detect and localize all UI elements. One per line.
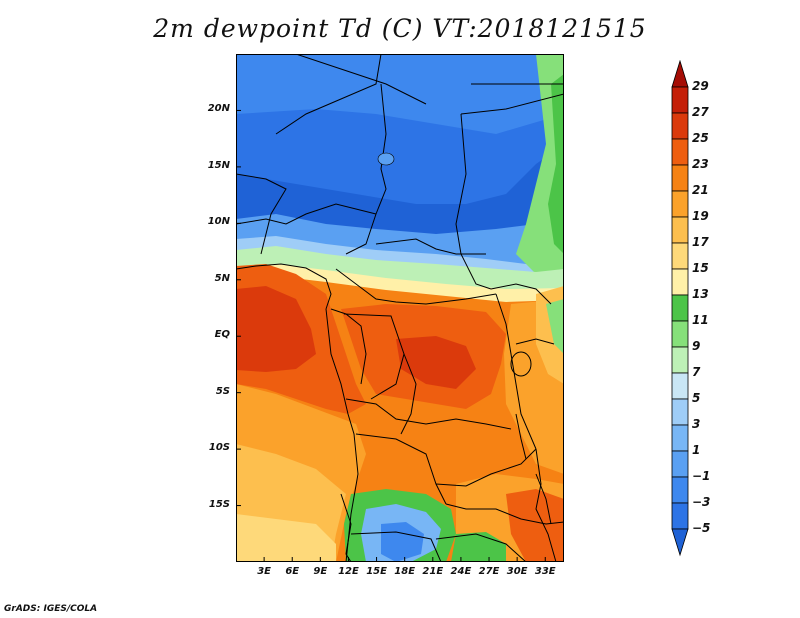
colorbar-label: −3 xyxy=(692,495,711,509)
border-line xyxy=(460,93,564,115)
colorbar-label: 19 xyxy=(692,209,709,223)
colorbar-swatch xyxy=(671,398,689,426)
lon-label: 24E xyxy=(450,566,472,577)
border-line xyxy=(355,433,447,505)
colorbar-swatch xyxy=(671,476,689,504)
lon-label: 9E xyxy=(313,566,328,577)
border-line xyxy=(490,283,552,305)
border-line xyxy=(335,268,497,305)
coastline-atlantic xyxy=(325,308,359,562)
lat-label: 5N xyxy=(214,272,230,284)
colorbar-label: 5 xyxy=(692,391,701,405)
field-east-dark-green xyxy=(548,74,564,254)
border-line xyxy=(350,531,442,562)
field-north-light-blue xyxy=(236,54,564,134)
lon-label: 12E xyxy=(338,566,359,577)
border-line xyxy=(495,293,537,450)
lon-label: 18E xyxy=(394,566,416,577)
colorbar-swatch xyxy=(671,242,689,270)
colorbar-swatch xyxy=(671,268,689,296)
colorbar-label: 3 xyxy=(692,417,701,431)
field-east-green-south xyxy=(546,299,564,354)
colorbar-label: 25 xyxy=(692,131,709,145)
country-borders xyxy=(236,54,564,562)
lake-chad xyxy=(377,152,395,166)
border-line xyxy=(445,503,564,525)
border-line xyxy=(295,54,427,105)
border-line xyxy=(345,398,512,430)
lake-tanganyika xyxy=(515,413,527,460)
colorbar-swatch xyxy=(671,164,689,192)
colorbar xyxy=(671,60,689,557)
colorbar-label: 21 xyxy=(692,183,709,197)
colorbar-swatch xyxy=(671,86,689,114)
colorbar-swatch xyxy=(671,424,689,452)
colorbar-swatch xyxy=(671,294,689,322)
colorbar-swatch xyxy=(671,450,689,478)
border-line xyxy=(535,448,557,562)
colorbar-label: −1 xyxy=(692,469,711,483)
lon-label: 6E xyxy=(285,566,300,577)
lon-label: 15E xyxy=(366,566,387,577)
map-title: 2m dewpoint Td (C) VT:2018121515 xyxy=(153,14,647,43)
border-line xyxy=(375,238,486,255)
border-line xyxy=(345,83,387,255)
lon-label: 21E xyxy=(422,566,444,577)
colorbar-label: 9 xyxy=(692,339,701,353)
border-line xyxy=(236,173,287,255)
field-basin-core xyxy=(396,336,476,389)
colorbar-label: 15 xyxy=(692,261,709,275)
lat-label: 10S xyxy=(208,442,230,454)
colorbar-label: 17 xyxy=(692,235,709,249)
colorbar-swatch xyxy=(671,502,689,530)
lat-label: 10N xyxy=(207,216,230,228)
colorbar-label: 13 xyxy=(692,287,709,301)
border-line xyxy=(515,338,555,345)
lon-label: 33E xyxy=(534,566,556,577)
field-southeast-red xyxy=(506,489,564,562)
colorbar-label: −5 xyxy=(692,521,711,535)
border-line xyxy=(455,113,492,290)
border-line xyxy=(236,203,377,225)
border-line xyxy=(275,54,382,135)
lat-label: 5S xyxy=(215,385,230,397)
colorbar-max-arrow xyxy=(671,60,689,88)
colorbar-swatch xyxy=(671,112,689,140)
colorbar-label: 11 xyxy=(692,313,709,327)
lat-label: 15S xyxy=(208,498,230,510)
lon-label: 30E xyxy=(506,566,528,577)
colorbar-swatch xyxy=(671,346,689,374)
field-southwest-yellow xyxy=(236,514,336,562)
border-line xyxy=(400,353,417,435)
colorbar-swatch xyxy=(671,190,689,218)
lon-label: 27E xyxy=(478,566,500,577)
lake-malawi xyxy=(535,473,552,525)
colorbar-label: 1 xyxy=(692,443,701,457)
colorbar-label: 29 xyxy=(692,79,709,93)
field-yellow-band xyxy=(236,264,564,304)
lon-label: 3E xyxy=(257,566,271,577)
colorbar-swatch xyxy=(671,216,689,244)
lat-label: 15N xyxy=(207,159,230,171)
lake-victoria xyxy=(510,351,532,377)
colorbar-label: 7 xyxy=(692,365,701,379)
map-frame xyxy=(236,54,564,562)
border-line xyxy=(330,308,367,385)
colorbar-swatch xyxy=(671,138,689,166)
colorbar-label: 23 xyxy=(692,157,709,171)
field-coast-core xyxy=(236,286,316,372)
field-green-band xyxy=(236,246,564,296)
grads-credit: GrADS: IGES/COLA xyxy=(4,604,98,614)
lat-label: EQ xyxy=(214,329,230,341)
colorbar-swatch xyxy=(671,372,689,400)
colorbar-label: 27 xyxy=(692,105,709,119)
border-line xyxy=(435,533,527,562)
dewpoint-map xyxy=(236,54,564,562)
colorbar-swatch xyxy=(671,320,689,348)
dewpoint-map-canvas xyxy=(236,54,564,562)
coastline-gulf xyxy=(236,263,332,310)
colorbar-min-arrow xyxy=(671,528,689,557)
lat-label: 20N xyxy=(207,103,230,115)
